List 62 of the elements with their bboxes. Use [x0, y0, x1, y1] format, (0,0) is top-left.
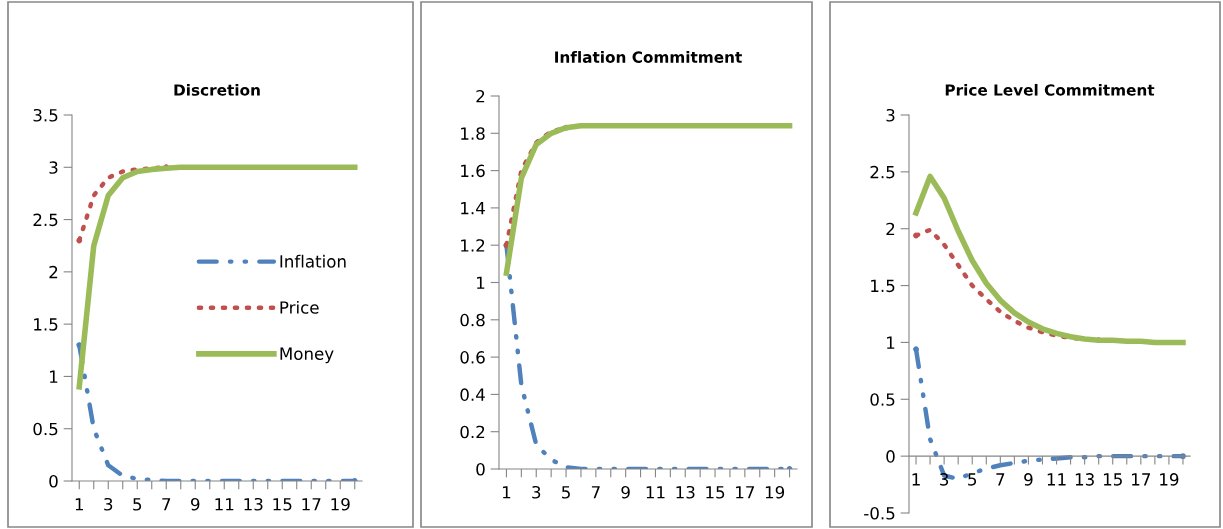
chart-title: Inflation Commitment	[555, 51, 742, 63]
x-tick-label: 11	[1047, 473, 1066, 486]
x-tick-label: 13	[676, 485, 695, 499]
x-tick-label: 17	[302, 498, 321, 511]
x-tick-label: 3	[104, 497, 113, 511]
x-tick-label: 9	[191, 497, 200, 511]
chart-title: Price Level Commitment	[945, 83, 1155, 96]
y-tick-label: 1.5	[871, 279, 895, 293]
y-tick-label: 1.6	[461, 164, 485, 178]
x-tick-label: 13	[244, 497, 263, 511]
x-tick-label: 11	[215, 498, 234, 511]
y-tick-label: 0.2	[460, 425, 485, 439]
x-tick-label: 15	[706, 486, 725, 499]
y-tick-label: 0.5	[870, 393, 895, 406]
x-tick-label: 7	[591, 486, 600, 499]
y-tick-label: 1.5	[34, 318, 58, 331]
x-tick-label: 5	[968, 473, 977, 486]
x-tick-label: 19	[1160, 473, 1179, 486]
legend-label: Money	[280, 347, 334, 364]
x-tick-label: 1	[502, 486, 511, 499]
y-tick-label: 0.8	[460, 313, 485, 327]
y-tick-label: 3	[886, 108, 895, 122]
x-tick-label: 17	[1132, 473, 1150, 486]
chart-title: Discretion	[174, 83, 260, 96]
y-tick-label: 3.5	[33, 108, 58, 122]
x-tick-label: 7	[162, 498, 171, 511]
y-tick-label: 3	[49, 161, 58, 174]
x-tick-label: 1	[75, 498, 84, 511]
x-tick-label: 15	[1103, 473, 1122, 486]
y-tick-label: 0	[476, 462, 485, 476]
x-tick-label: 3	[532, 485, 541, 499]
y-tick-label: 1	[887, 336, 895, 349]
y-tick-label: -0.5	[864, 506, 895, 520]
x-tick-label: 7	[996, 473, 1005, 486]
y-tick-label: 0	[49, 474, 58, 488]
x-tick-label: 9	[621, 485, 630, 499]
x-tick-label: 9	[1024, 473, 1033, 486]
y-tick-label: 2	[49, 265, 58, 279]
x-tick-label: 13	[1075, 473, 1094, 486]
x-tick-label: 11	[646, 486, 665, 499]
y-tick-label: 0.6	[460, 351, 485, 364]
y-tick-label: 2.5	[33, 213, 58, 227]
legend-label: Inflation	[280, 254, 346, 268]
y-tick-label: 0	[886, 450, 895, 463]
y-tick-label: 2	[886, 222, 895, 236]
x-tick-label: 19	[331, 497, 350, 511]
x-tick-label: 1	[912, 473, 920, 486]
y-tick-label: 0.5	[33, 422, 58, 436]
y-tick-label: 1.2	[461, 239, 485, 252]
y-tick-label: 1	[50, 370, 58, 383]
y-tick-label: 1	[477, 276, 485, 289]
x-tick-label: 15	[273, 498, 292, 511]
legend-label: Price	[280, 300, 319, 314]
y-tick-label: 1.8	[461, 127, 485, 140]
y-tick-label: 0.4	[460, 388, 485, 401]
y-tick-label: 2	[476, 89, 485, 103]
y-tick-label: 1.4	[461, 202, 485, 215]
x-tick-label: 17	[736, 486, 755, 499]
x-tick-label: 19	[765, 485, 785, 499]
x-tick-label: 5	[562, 486, 570, 499]
x-tick-label: 5	[133, 498, 142, 511]
y-tick-label: 2.5	[870, 165, 895, 179]
